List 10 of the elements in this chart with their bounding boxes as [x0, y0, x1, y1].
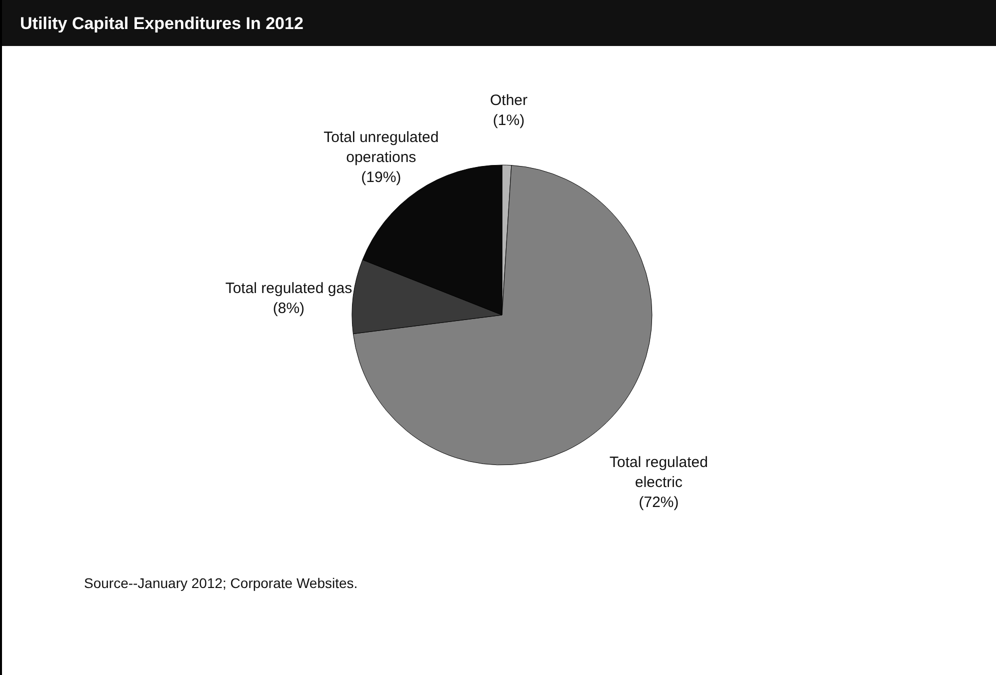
data-label: (72%): [638, 494, 679, 512]
data-label: (19%): [361, 169, 402, 186]
data-label: (8%): [272, 300, 305, 318]
slice-label: Total unregulated operations: [324, 129, 439, 166]
data-label: (1%): [492, 112, 525, 130]
source-note: Source--January 2012; Corporate Websites.: [84, 575, 358, 591]
slice-label: Other: [490, 92, 528, 110]
chart-title: Utility Capital Expenditures In 2012: [2, 0, 996, 46]
slice-label: Total regulated gas: [225, 280, 352, 298]
slice-label: Total regulated electric: [610, 454, 708, 492]
